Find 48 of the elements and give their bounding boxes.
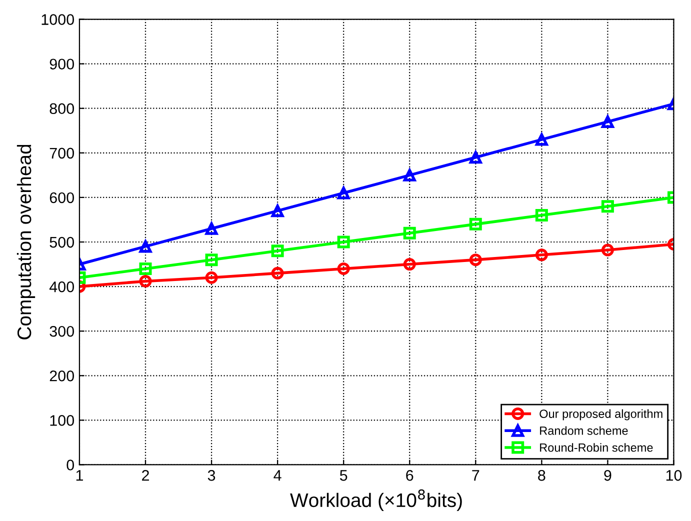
point [205,222,218,235]
point [403,226,416,240]
y-axis-title: Computation overhead [16,144,36,340]
x-tick-label: 7 [472,470,480,481]
point [205,254,218,266]
x-tick-label: 5 [340,470,348,481]
point [535,248,548,262]
x-tick-label: 6 [406,470,414,481]
x-tick-label: 8 [538,470,546,481]
y-tick-label: 600 [50,192,74,204]
y-tick-label: 800 [50,103,74,114]
x-tick-label: 4 [274,470,282,481]
point [601,115,614,128]
y-tick-label: 500 [50,236,74,248]
y-tick-label: 700 [50,148,74,159]
x-tick-label: 1 [76,470,83,481]
x-tick-label: 3 [208,470,216,481]
point [469,254,482,266]
point [205,271,218,284]
legend-label: Random scheme [540,426,628,435]
point [139,240,152,253]
point [601,244,614,256]
x-tick-label: 10 [666,470,682,481]
point [535,133,548,146]
point [535,209,548,222]
y-tick-label: 0 [66,460,74,470]
y-tick-label: 100 [50,415,74,426]
x-tick-label: 2 [142,470,149,481]
point [337,236,350,248]
point [271,266,284,280]
point [139,262,152,275]
point [271,244,284,258]
legend-label: Round-Robin scheme [540,443,653,452]
x-axis-title: Workload (×10$^{8}$bits) [290,489,462,511]
y-tick-label: 1000 [42,14,74,25]
y-tick-label: 200 [50,370,74,382]
y-tick-label: 400 [49,281,74,292]
point [469,218,482,230]
y-tick-label: 900 [50,58,74,70]
legend-label: Our proposed algorithm [540,409,662,420]
point [337,262,350,275]
point [403,168,416,182]
point [337,186,350,200]
point [139,274,152,288]
x-tick-label: 9 [604,470,612,481]
point [601,200,614,213]
point [403,258,416,271]
y-tick-label: 300 [50,326,74,337]
